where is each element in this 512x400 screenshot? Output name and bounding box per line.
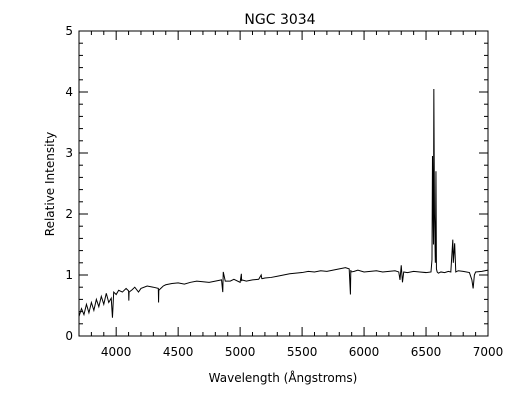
y-tick-label: 3 [65, 146, 73, 160]
y-tick-label: 5 [65, 24, 73, 38]
plot-frame [78, 30, 489, 337]
y-tick-label: 0 [65, 329, 73, 343]
chart-title: NGC 3034 [244, 12, 315, 28]
axis-ticks [78, 30, 489, 337]
y-tick-label: 4 [65, 85, 73, 99]
y-tick-label: 2 [65, 207, 73, 221]
x-tick-label: 6000 [349, 345, 380, 359]
spectrum-line [78, 88, 489, 318]
x-tick-label: 4000 [101, 345, 132, 359]
x-tick-label: 6500 [411, 345, 442, 359]
x-tick-label: 7000 [473, 345, 504, 359]
y-tick-label: 1 [65, 268, 73, 282]
x-tick-label: 4500 [163, 345, 194, 359]
x-tick-label: 5000 [225, 345, 256, 359]
y-axis-label: Relative Intensity [43, 132, 57, 236]
x-axis-label: Wavelength (Ångstroms) [209, 370, 358, 385]
x-tick-label: 5500 [287, 345, 318, 359]
tick-labels: 4000 4500 5000 5500 6000 6500 7000 0 1 2 3 4 5 [65, 24, 503, 359]
